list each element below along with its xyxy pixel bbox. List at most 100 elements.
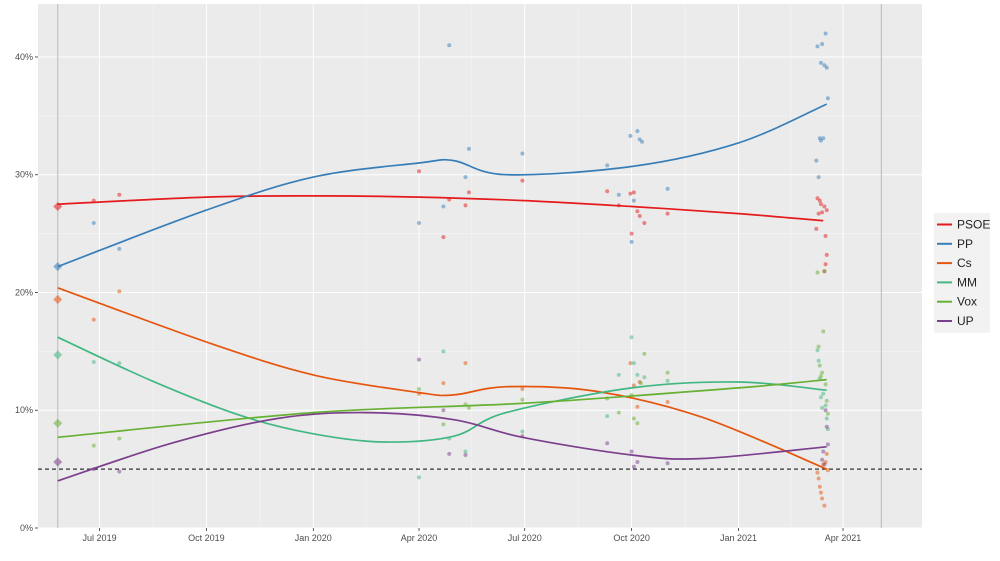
poll-point-psoe [814,226,819,231]
poll-point-pp [640,139,645,144]
trend-line-cs [57,287,828,470]
poll-point-pp [628,133,633,138]
poll-point-vox [823,382,828,387]
poll-point-up [820,457,825,462]
poll-point-up [605,441,610,446]
poll-point-pp [816,175,821,180]
poll-point-vox [638,381,643,386]
poll-point-up [117,469,122,474]
poll-point-cs [816,476,821,481]
election-marker-vox [53,418,63,428]
poll-point-mm [818,395,823,400]
poll-point-pp [117,246,122,251]
poll-point-pp [823,31,828,36]
poll-point-mm [616,372,621,377]
poll-point-cs [91,317,96,322]
trend-line-pp [57,103,828,268]
trend-line-up [57,411,827,482]
poll-point-cs [665,400,670,405]
poll-point-cs [822,503,827,508]
poll-point-pp [825,96,830,101]
poll-point-up [417,357,422,362]
poll-point-psoe [417,169,422,174]
poll-point-pp [441,204,446,209]
poll-point-pp [824,65,829,70]
legend-label-pp: PP [957,237,973,251]
poll-point-mm [635,372,640,377]
poll-point-up [631,464,636,469]
poll-point-vox [635,421,640,426]
poll-point-mm [629,335,634,340]
trend-line-vox [57,378,827,439]
poll-point-cs [117,289,122,294]
x-tick-label: Oct 2019 [188,533,225,543]
poll-point-vox [820,370,825,375]
poll-point-cs [463,361,468,366]
poll-point-vox [817,363,822,368]
poll-point-up [441,408,446,413]
poll-point-vox [631,416,636,421]
poll-point-psoe [635,209,640,214]
poll-point-cs [818,490,823,495]
poll-point-pp [665,186,670,191]
poll-point-psoe [631,190,636,195]
y-tick-label: 30% [15,170,33,180]
poll-point-mm [665,378,670,383]
poll-point-vox [616,410,621,415]
trend-line-psoe [57,195,824,222]
x-tick-label: Jul 2020 [508,533,542,543]
poll-point-cs [815,470,820,475]
poll-points [91,31,830,508]
poll-point-mm [463,449,468,454]
poll-point-mm [820,405,825,410]
x-tick-label: Apr 2021 [825,533,862,543]
poll-point-pp [629,239,634,244]
poll-point-cs [817,484,822,489]
x-tick-label: Jan 2021 [720,533,757,543]
election-marker-mm [53,350,63,360]
poll-point-mm [823,403,828,408]
poll-point-psoe [466,190,471,195]
poll-point-vox [417,387,422,392]
axes: 0% 10% 20% 30% 40% Jul 2019 Oct 2019 Jan 2020 Ap… [15,52,861,543]
x-tick-label: Jul 2019 [83,533,117,543]
poll-point-vox [825,411,830,416]
poll-point-psoe [463,203,468,208]
legend-label-up: UP [957,314,974,328]
election-marker-psoe [53,202,63,212]
poll-point-pp [605,163,610,168]
poll-point-up [825,442,830,447]
poll-point-mm [117,361,122,366]
y-tick-label: 40% [15,52,33,62]
poll-point-cs [628,361,633,366]
poll-point-psoe [629,231,634,236]
poll-point-psoe [818,202,823,207]
poll-point-psoe [628,191,633,196]
poll-point-psoe [605,189,610,194]
poll-point-psoe [520,178,525,183]
poll-point-psoe [637,213,642,218]
poll-point-pp [820,42,825,47]
poll-point-psoe [823,262,828,267]
poll-point-psoe [665,211,670,216]
poll-point-vox [441,422,446,427]
poll-point-up [665,461,670,466]
poll-point-mm [816,358,821,363]
poll-point-pp [91,221,96,226]
legend-label-psoe: PSOE [957,218,990,232]
poll-point-pp [466,146,471,151]
poll-point-mm [631,361,636,366]
poll-point-pp [818,60,823,65]
poll-point-pp [417,221,422,226]
y-tick-label: 10% [15,405,33,415]
poll-point-vox [91,443,96,448]
poll-point-pp [447,43,452,48]
poll-point-vox [818,374,823,379]
poll-point-psoe [816,211,821,216]
poll-point-cs [635,404,640,409]
poll-point-psoe [117,192,122,197]
poll-point-cs [820,496,825,501]
legend-label-vox: Vox [957,295,977,309]
trend-line-mm [57,336,827,443]
